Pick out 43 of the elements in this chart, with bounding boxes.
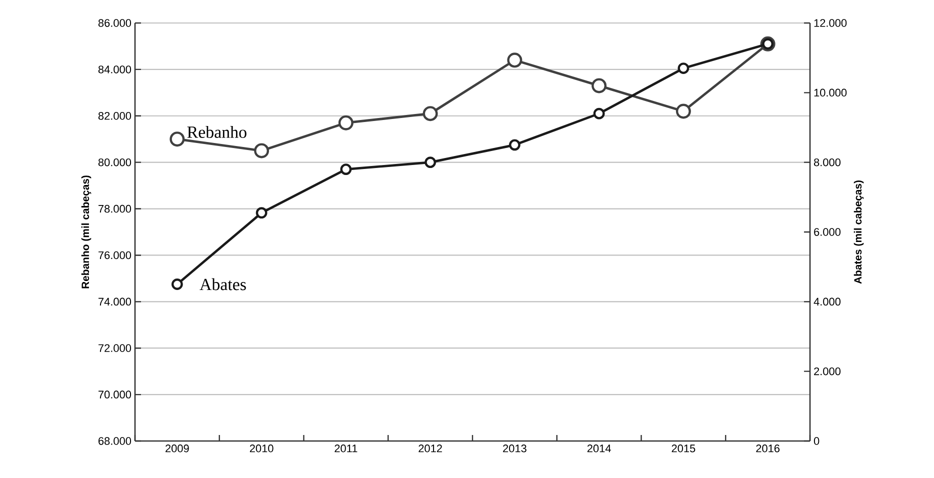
y2-tick-label: 6.000 — [814, 228, 841, 236]
x-tick-label: 2010 — [250, 444, 274, 452]
y-tick-label: 76.000 — [98, 251, 132, 260]
series-label: Rebanho — [187, 126, 246, 138]
x-tick-label: 2015 — [672, 444, 696, 452]
x-tick-label: 2012 — [418, 444, 442, 452]
y-tick-label: 84.000 — [98, 66, 132, 74]
y-tick-label: 74.000 — [98, 298, 132, 306]
point — [676, 104, 691, 119]
y-tick-label: 78.000 — [98, 204, 132, 213]
x-tick-label: 2014 — [587, 444, 611, 452]
point — [593, 108, 605, 120]
y2-tick-label: 2.000 — [814, 367, 841, 376]
y-tick-label: 68.000 — [98, 437, 132, 445]
x-tick-label: 2009 — [166, 444, 189, 452]
y2-tick-label: 4.000 — [814, 298, 841, 306]
point — [171, 278, 183, 290]
y-axis-title: Rebanho (mil cabeças) — [81, 176, 92, 288]
point — [592, 78, 607, 94]
y2-tick-label: 10.000 — [814, 88, 847, 97]
y2-tick-label: 8.000 — [814, 158, 841, 166]
x-tick-label: 2013 — [503, 444, 526, 452]
point — [170, 132, 185, 147]
y2-axis-title: Abates (mil cabeças) — [854, 180, 864, 284]
y2-tick-label: 0 — [814, 437, 820, 445]
point — [422, 106, 438, 122]
y-tick-label: 82.000 — [98, 112, 132, 120]
point — [424, 156, 436, 168]
y-tick-label: 86.000 — [98, 19, 132, 27]
y2-tick-label: 12.000 — [814, 19, 847, 27]
x-tick-label: 2016 — [756, 444, 780, 452]
point — [338, 115, 354, 130]
point — [254, 143, 270, 158]
point — [256, 207, 268, 219]
point — [678, 62, 690, 74]
y-tick-label: 70.000 — [98, 390, 132, 398]
point — [507, 52, 522, 68]
y-tick-label: 72.000 — [98, 344, 132, 352]
series-label: Abates — [200, 278, 246, 290]
point — [340, 164, 352, 175]
x-tick-label: 2011 — [334, 444, 358, 452]
point — [508, 139, 520, 151]
y-tick-label: 80.000 — [98, 158, 132, 166]
